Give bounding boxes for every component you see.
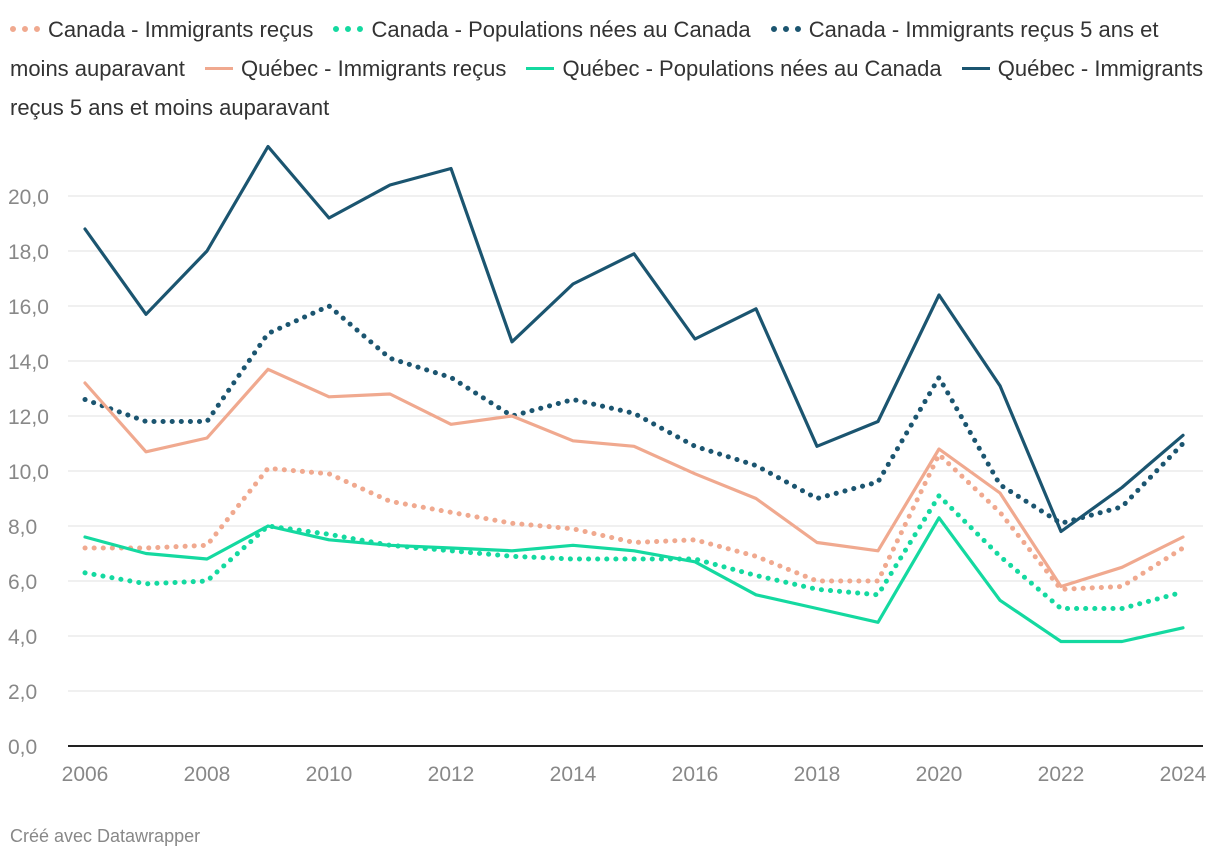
legend-label: Canada - Populations nées au Canada — [371, 17, 751, 42]
x-tick-label: 2012 — [428, 763, 475, 786]
series-line — [83, 144, 1185, 534]
series-line — [83, 516, 1185, 644]
legend-swatch — [333, 26, 364, 33]
series-line — [82, 493, 1186, 611]
x-tick-label: 2010 — [306, 763, 353, 786]
x-tick-label: 2018 — [794, 763, 841, 786]
y-tick-label: 0,0 — [8, 736, 37, 759]
y-tick-label: 8,0 — [8, 516, 37, 539]
x-axis-ticks: 2006 2008 2010 2012 2014 2016 2018 2020 2022 2024 — [62, 763, 1207, 786]
series-line — [83, 367, 1185, 589]
x-tick-label: 2022 — [1038, 763, 1085, 786]
y-tick-label: 2,0 — [8, 681, 37, 704]
y-tick-label: 18,0 — [8, 241, 49, 264]
legend-swatch — [10, 26, 40, 33]
legend-label: Canada - Immigrants reçus — [48, 17, 314, 42]
y-tick-label: 6,0 — [8, 571, 37, 594]
x-tick-label: 2020 — [916, 763, 963, 786]
y-tick-label: 20,0 — [8, 186, 49, 209]
legend-swatch — [205, 66, 234, 70]
legend-label: Canada - Immigrants reçus 5 ans et moins… — [10, 17, 1159, 81]
legend-label: Québec - Populations nées au Canada — [562, 56, 942, 81]
y-axis-ticks: 0,0 2,0 4,0 6,0 8,0 10,0 12,0 14,0 16,0 18,0 20,0 — [8, 186, 49, 759]
y-tick-label: 4,0 — [8, 626, 37, 649]
legend-item: Canada - Immigrants reçus — [10, 17, 313, 42]
legend-item: Québec - Populations nées au Canada — [526, 56, 942, 81]
legend-item: Canada - Immigrants reçus 5 ans et moins… — [10, 17, 1158, 81]
legend-item: Québec - Immigrants reçus 5 ans et moins… — [10, 56, 1203, 120]
legend-swatch — [961, 66, 990, 70]
y-tick-label: 16,0 — [8, 296, 49, 319]
y-tick-label: 12,0 — [8, 406, 49, 429]
y-tick-label: 10,0 — [8, 461, 49, 484]
series-line — [82, 452, 1186, 592]
x-tick-label: 2006 — [62, 763, 109, 786]
legend-swatch — [770, 26, 801, 33]
x-tick-label: 2014 — [550, 763, 597, 786]
credit-text: Créé avec Datawrapper — [10, 826, 201, 846]
legend-item: Canada - Populations nées au Canada — [333, 17, 751, 42]
grid-lines — [68, 195, 1203, 692]
y-tick-label: 14,0 — [8, 351, 49, 374]
x-tick-label: 2016 — [672, 763, 719, 786]
x-tick-label: 2024 — [1160, 763, 1207, 786]
legend-label: Québec - Immigrants reçus — [241, 56, 507, 81]
x-tick-label: 2008 — [184, 763, 231, 786]
legend-swatch — [526, 66, 555, 70]
legend-item: Québec - Immigrants reçus — [205, 56, 506, 81]
chart-legend: Canada - Immigrants reçus Canada - Popul… — [10, 10, 1215, 127]
series-lines — [82, 144, 1186, 644]
legend-label: Québec - Immigrants reçus 5 ans et moins… — [10, 56, 1204, 120]
